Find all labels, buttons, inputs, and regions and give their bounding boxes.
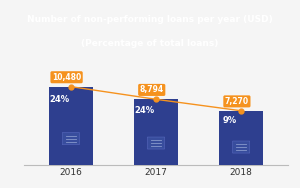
Text: 24%: 24%: [50, 95, 70, 104]
Bar: [134, 99, 178, 165]
Text: 24%: 24%: [135, 106, 155, 115]
Text: Number of non-performing loans per year (USD): Number of non-performing loans per year …: [27, 15, 273, 24]
Text: (Percentage of total loans): (Percentage of total loans): [81, 39, 219, 49]
Text: 10,480: 10,480: [52, 73, 81, 82]
Bar: [49, 87, 93, 165]
Text: 7,270: 7,270: [225, 97, 249, 106]
FancyBboxPatch shape: [148, 137, 164, 149]
Text: 9%: 9%: [223, 116, 237, 125]
FancyBboxPatch shape: [62, 133, 80, 145]
Text: 8,794: 8,794: [140, 85, 164, 94]
FancyBboxPatch shape: [232, 141, 250, 153]
Bar: [219, 111, 263, 165]
